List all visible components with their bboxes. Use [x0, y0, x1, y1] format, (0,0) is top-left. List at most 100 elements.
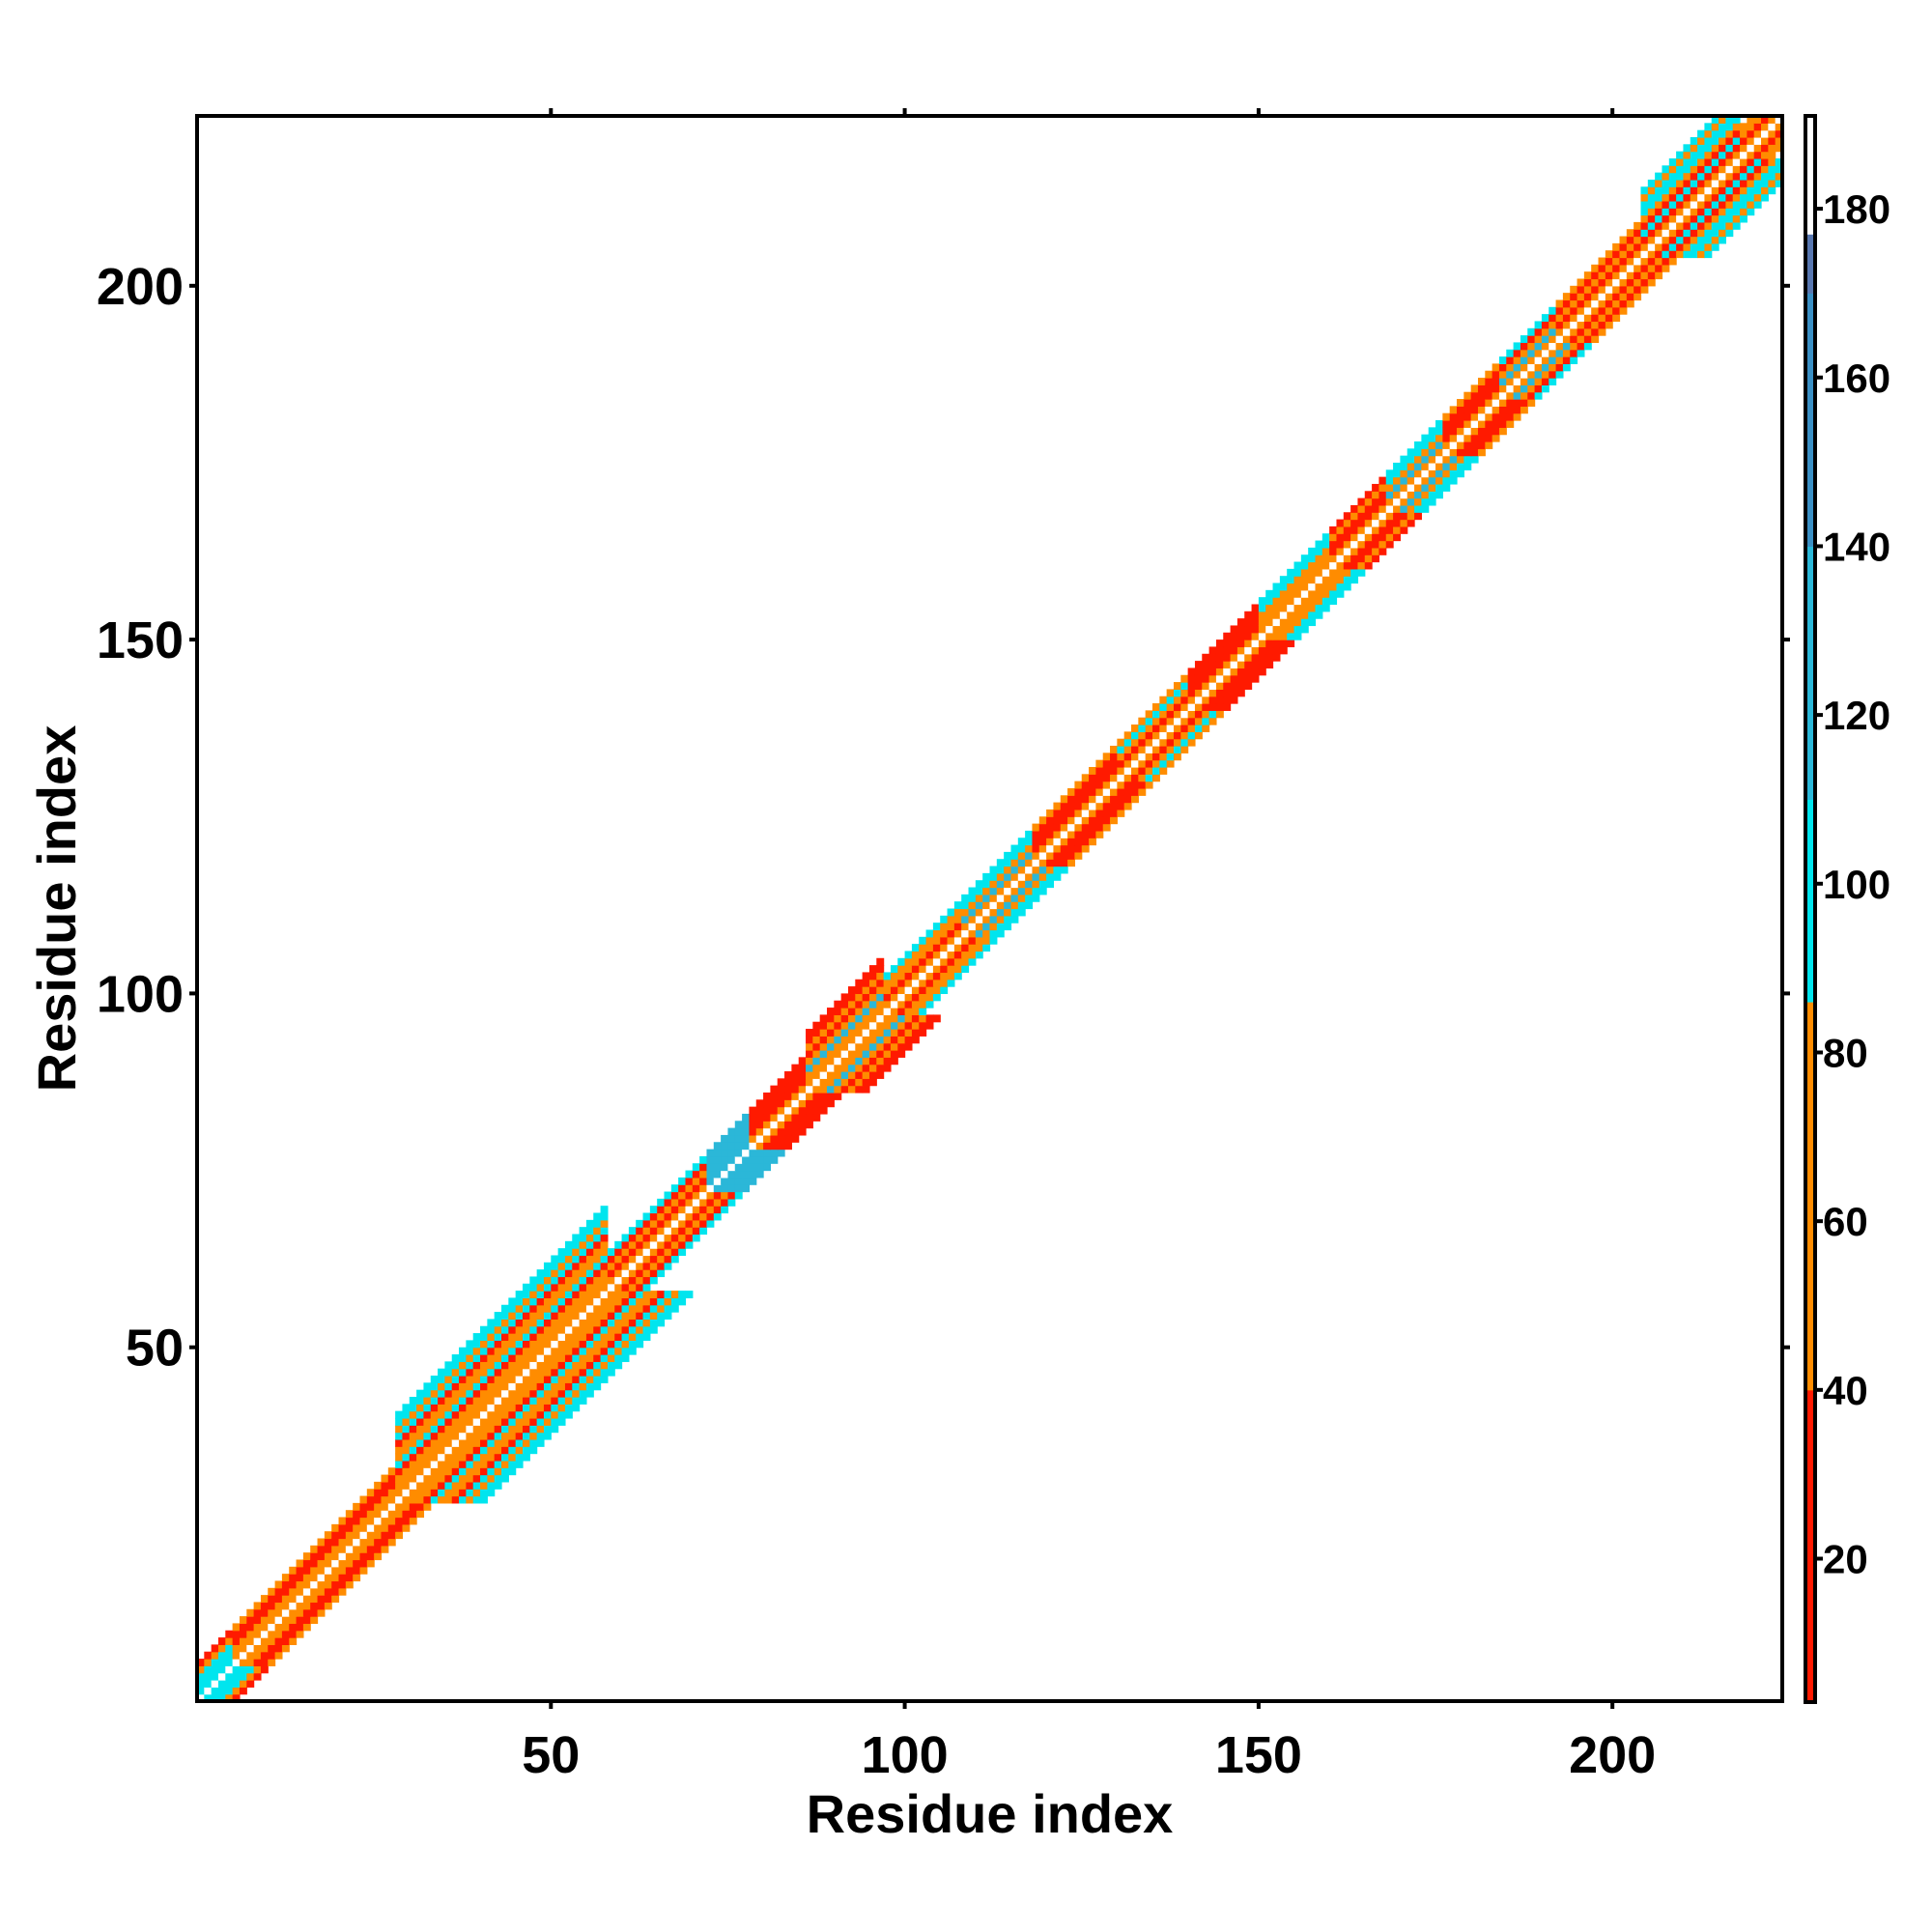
heatmap-cell — [607, 1368, 615, 1377]
heatmap-cell — [409, 1438, 417, 1447]
heatmap-cell — [1215, 696, 1224, 704]
heatmap-cell — [1400, 469, 1408, 478]
heatmap-cell — [551, 1368, 559, 1377]
heatmap-cell — [1138, 753, 1147, 761]
heatmap-cell — [225, 1644, 234, 1653]
heatmap-cell — [395, 1410, 404, 1419]
heatmap-cell — [522, 1312, 530, 1321]
heatmap-cell — [381, 1474, 389, 1483]
heatmap-cell — [551, 1389, 559, 1398]
heatmap-cell — [706, 1212, 715, 1221]
heatmap-cell — [423, 1474, 432, 1483]
heatmap-cell — [508, 1376, 517, 1383]
heatmap-cell — [1747, 151, 1755, 159]
heatmap-cell — [536, 1333, 545, 1341]
heatmap-cell — [1032, 859, 1040, 867]
heatmap-cell — [204, 1659, 213, 1666]
heatmap-cell — [1004, 887, 1012, 895]
heatmap-cell — [1492, 370, 1500, 379]
heatmap-cell — [1180, 710, 1189, 719]
heatmap-cell — [862, 986, 870, 995]
heatmap-cell — [472, 1354, 481, 1362]
heatmap-cell — [1385, 491, 1394, 499]
heatmap-cell — [274, 1616, 283, 1625]
heatmap-cell — [466, 1474, 474, 1483]
heatmap-cell — [940, 951, 949, 959]
heatmap-cell — [289, 1595, 298, 1604]
heatmap-cell — [621, 1240, 630, 1249]
heatmap-cell — [402, 1425, 411, 1434]
heatmap-cell — [1074, 781, 1083, 789]
heatmap-cell — [600, 1297, 609, 1306]
heatmap-cell — [847, 1014, 856, 1023]
heatmap-cell — [1279, 632, 1288, 640]
heatmap-cell — [1372, 533, 1380, 542]
heatmap-cell — [1725, 229, 1734, 238]
heatmap-cell — [1704, 214, 1713, 223]
heatmap-cell — [1329, 561, 1338, 570]
heatmap-cell — [246, 1637, 255, 1645]
heatmap-cell — [1697, 144, 1706, 153]
heatmap-cell — [1435, 448, 1443, 457]
heatmap-cell — [459, 1404, 467, 1412]
heatmap-cell — [692, 1191, 700, 1200]
heatmap-cell — [459, 1432, 467, 1440]
heatmap-cell — [670, 1291, 679, 1299]
heatmap-cell — [1180, 689, 1189, 697]
heatmap-cell — [1357, 512, 1366, 521]
heatmap-cell — [585, 1354, 594, 1362]
heatmap-cell — [1251, 625, 1260, 634]
heatmap-cell — [862, 979, 870, 987]
heatmap-cell — [472, 1333, 481, 1341]
heatmap-cell — [579, 1269, 587, 1278]
heatmap-cell — [551, 1376, 559, 1383]
heatmap-cell — [727, 1134, 736, 1143]
heatmap-cell — [572, 1262, 581, 1270]
heatmap-cell — [508, 1453, 517, 1462]
heatmap-cell — [296, 1623, 304, 1632]
heatmap-cell — [1768, 165, 1776, 174]
heatmap-cell — [564, 1297, 573, 1306]
heatmap-cell — [438, 1446, 446, 1455]
heatmap-cell — [564, 1240, 573, 1249]
heatmap-cell — [472, 1361, 481, 1370]
heatmap-cell — [1364, 526, 1373, 534]
heatmap-cell — [1208, 653, 1217, 662]
heatmap-cell — [268, 1608, 276, 1617]
heatmap-cell — [459, 1438, 467, 1447]
heatmap-cell — [1732, 123, 1741, 131]
heatmap-cell — [217, 1680, 226, 1688]
heatmap-cell — [897, 1050, 906, 1058]
y-tick-label: 150 — [97, 611, 184, 669]
heatmap-cell — [1548, 370, 1557, 379]
heatmap-cell — [1251, 632, 1260, 640]
heatmap-cell — [721, 1142, 729, 1151]
heatmap-cell — [953, 972, 962, 980]
heatmap-cell — [763, 1121, 771, 1129]
heatmap-cell — [1145, 746, 1153, 753]
heatmap-cell — [1775, 165, 1783, 174]
heatmap-cell — [268, 1623, 276, 1632]
heatmap-cell — [438, 1495, 446, 1504]
heatmap-cell — [430, 1489, 439, 1497]
heatmap-cell — [664, 1219, 672, 1228]
heatmap-cell — [1647, 214, 1656, 223]
heatmap-cell — [1081, 823, 1090, 832]
heatmap-cell — [466, 1417, 474, 1426]
heatmap-cell — [416, 1489, 425, 1497]
heatmap-cell — [374, 1531, 383, 1540]
heatmap-cell — [1457, 434, 1464, 442]
heatmap-cell — [1775, 172, 1783, 181]
heatmap-cell — [755, 1155, 764, 1164]
heatmap-cell — [642, 1227, 651, 1236]
heatmap-cell — [1372, 554, 1380, 563]
heatmap-cell — [331, 1545, 340, 1553]
heatmap-cell — [670, 1212, 679, 1221]
heatmap-cell — [649, 1291, 658, 1299]
heatmap-cell — [1513, 406, 1521, 414]
heatmap-cell — [1131, 753, 1139, 761]
heatmap-cell — [1612, 314, 1621, 323]
heatmap-cell — [480, 1425, 488, 1434]
heatmap-cell — [395, 1523, 404, 1532]
heatmap-cell — [515, 1389, 524, 1398]
